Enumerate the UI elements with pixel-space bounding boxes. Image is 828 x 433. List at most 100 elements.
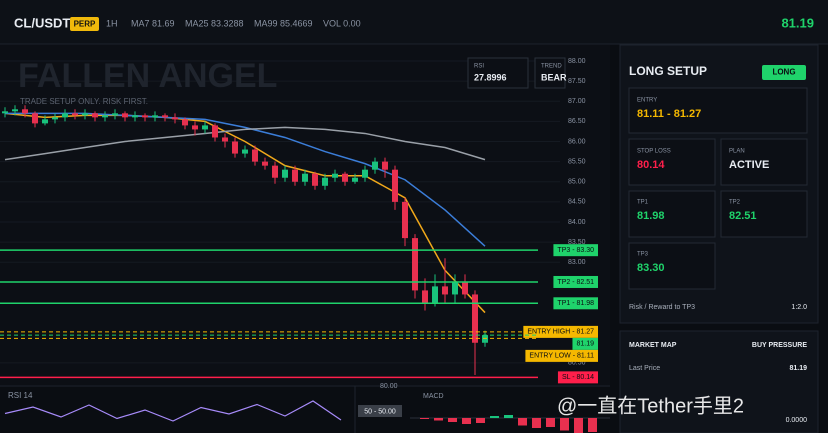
stop-loss-value: 80.14	[637, 159, 665, 171]
rsi-line	[4, 400, 342, 422]
candle-body	[312, 173, 318, 186]
perp-badge: PERP	[74, 20, 96, 29]
level-tag-text: SL - 80.14	[562, 374, 594, 381]
ma25: MA25 83.3288	[185, 18, 244, 28]
candle-body	[2, 111, 8, 114]
overlay-watermark: @一直在Tether手里2	[557, 394, 744, 417]
lower-axis-label: 80.00	[380, 383, 398, 390]
y-tick-label: 80.50	[568, 360, 586, 367]
macd-bar	[420, 418, 429, 419]
level-tag-text: TP2 - 82.51	[557, 279, 594, 286]
last-price: 81.19	[781, 15, 814, 30]
volume: VOL 0.00	[323, 18, 361, 28]
candle-body	[252, 149, 258, 162]
y-tick-label: 84.00	[568, 219, 586, 226]
header-bar	[0, 0, 828, 44]
trend-box-value: BEAR	[541, 72, 567, 82]
interval[interactable]: 1H	[106, 18, 118, 28]
candle-body	[282, 169, 288, 178]
candle-body	[382, 161, 388, 170]
tp2-card	[720, 190, 808, 238]
candle-body	[82, 113, 88, 116]
candle-body	[452, 282, 458, 295]
candle-body	[332, 173, 338, 178]
candle-body	[412, 238, 418, 291]
chart-area	[0, 45, 610, 385]
tp1-label: TP1	[637, 200, 649, 206]
macd-bar	[518, 418, 527, 426]
entry-value: 81.11 - 81.27	[637, 108, 701, 120]
candle-body	[422, 290, 428, 303]
last-price-label: Last Price	[629, 365, 660, 372]
entry-label: ENTRY	[637, 98, 657, 104]
candle-body	[32, 113, 38, 124]
entry-card	[628, 87, 808, 134]
y-tick-label: 83.50	[568, 239, 586, 246]
rsi-box-label: RSI	[474, 64, 484, 70]
level-tag	[572, 337, 598, 350]
ma-line	[4, 126, 486, 161]
lower-panel	[0, 386, 610, 433]
candle-body	[432, 286, 438, 303]
candle-body	[212, 125, 218, 138]
rsi-box-value: 27.8996	[474, 72, 507, 82]
candle-body	[462, 282, 468, 295]
candle-body	[362, 169, 368, 178]
level-tag-text: ENTRY HIGH - 81.27	[527, 329, 594, 336]
candle-body	[472, 294, 478, 343]
candle-body	[122, 113, 128, 118]
candle-body	[62, 113, 68, 118]
tp3-label: TP3	[637, 252, 649, 258]
rsi-box	[467, 57, 529, 89]
y-tick-label: 87.00	[568, 98, 586, 105]
candle-body	[442, 286, 448, 295]
chart-watermark: FALLEN ANGEL	[18, 57, 277, 95]
trend-box-label: TREND	[541, 64, 562, 70]
stop-loss-card	[628, 138, 716, 186]
stop-loss-label: STOP LOSS	[637, 149, 671, 155]
level-tag-text: TP1 - 81.98	[557, 300, 594, 307]
y-tick-label: 84.50	[568, 199, 586, 206]
level-tag	[553, 244, 598, 257]
ma7: MA7 81.69	[131, 18, 175, 28]
candle-body	[52, 117, 58, 120]
candle-body	[22, 109, 28, 114]
trend-box	[534, 57, 566, 89]
plan-value: ACTIVE	[729, 159, 769, 171]
candle-body	[392, 169, 398, 202]
macd-bar	[574, 418, 583, 433]
level-tag	[525, 349, 598, 362]
market-last-price: 81.19	[789, 365, 807, 372]
candle-body	[302, 173, 308, 182]
tp2-value: 82.51	[729, 210, 757, 222]
macd-bar	[532, 418, 541, 428]
risk-reward-value: 1:2.0	[791, 304, 807, 311]
macd-bar	[434, 418, 443, 421]
candle-body	[72, 113, 78, 116]
y-tick-label: 88.00	[568, 58, 586, 65]
candle-body	[292, 169, 298, 182]
candle-body	[242, 149, 248, 154]
level-tag-text: 81.19	[576, 341, 594, 348]
tp2-label: TP2	[729, 200, 741, 206]
y-tick-label: 87.50	[568, 78, 586, 85]
candle-body	[402, 201, 408, 239]
candle-body	[92, 113, 98, 118]
tp3-card	[628, 242, 716, 290]
tp1-card	[628, 190, 716, 238]
symbol: CL/USDT	[14, 15, 70, 30]
market-map-status: BUY PRESSURE	[752, 342, 807, 349]
plan-label: PLAN	[729, 149, 745, 155]
candle-body	[152, 115, 158, 118]
level-tag-text: ENTRY LOW - 81.11	[529, 353, 594, 360]
candle-body	[352, 177, 358, 182]
tp1-value: 81.98	[637, 210, 665, 222]
macd-bar	[546, 418, 555, 427]
tagline: TRADE SETUP ONLY. RISK FIRST.	[20, 97, 148, 106]
candle-body	[372, 161, 378, 170]
candle-body	[222, 137, 228, 142]
rsi-level-text: 50 - 50.00	[364, 408, 396, 415]
macd-bar	[560, 418, 569, 431]
level-tag	[553, 297, 598, 310]
